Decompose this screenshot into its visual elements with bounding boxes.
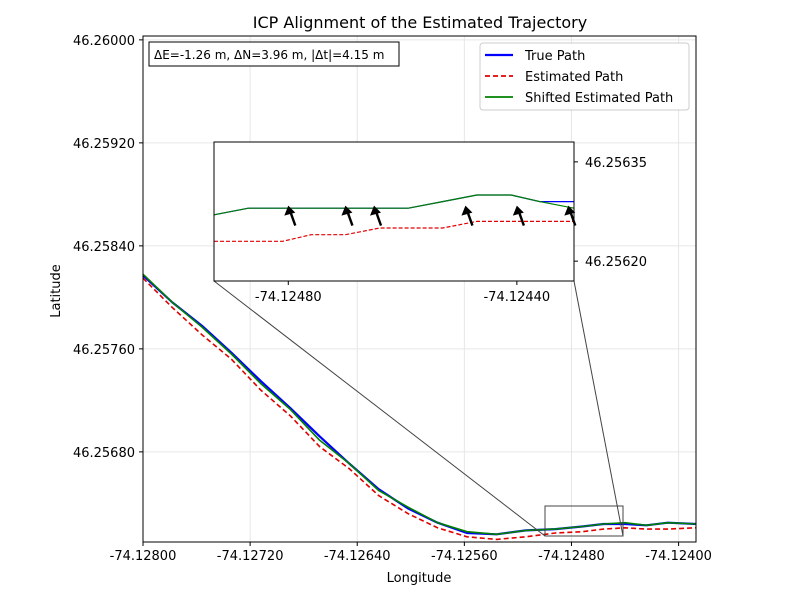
inset-series xyxy=(213,194,575,242)
x-tick-label: -74.12560 xyxy=(431,549,498,564)
inset-frame xyxy=(213,141,575,282)
y-tick-label: 46.25680 xyxy=(73,446,135,461)
inset-arrows xyxy=(284,205,577,226)
x-tick-label: -74.12400 xyxy=(645,549,712,564)
legend: True Path Estimated Path Shifted Estimat… xyxy=(479,42,690,111)
annotation-box: ΔE=-1.26 m, ΔN=3.96 m, |Δt|=4.15 m xyxy=(148,41,400,67)
main-grid xyxy=(142,36,696,542)
shift-arrow-head xyxy=(461,205,473,216)
inset-shifted-line xyxy=(213,194,575,216)
legend-label-shifted: Shifted Estimated Path xyxy=(525,91,673,106)
shift-arrow-shaft xyxy=(289,211,297,226)
legend-label-estimated: Estimated Path xyxy=(525,70,623,85)
y-tick-label: 46.26000 xyxy=(73,34,135,49)
main-axes-frame xyxy=(142,35,697,543)
y-tick-label: 46.25840 xyxy=(73,240,135,255)
main-ticks: -74.12800 -74.12720 -74.12640 -74.12560 -74.… xyxy=(73,34,712,564)
annotation-text: ΔE=-1.26 m, ΔN=3.96 m, |Δt|=4.15 m xyxy=(154,48,384,62)
shift-arrow-head xyxy=(284,205,296,216)
series-line-1 xyxy=(142,277,697,541)
inset-y-tick-label: 46.25635 xyxy=(585,156,647,171)
y-tick-label: 46.25920 xyxy=(73,137,135,152)
shift-arrow-shaft xyxy=(346,211,354,226)
series-line-0 xyxy=(142,274,697,536)
x-tick-label: -74.12480 xyxy=(538,549,605,564)
inset-background xyxy=(214,142,574,281)
inset-x-tick-label: -74.12440 xyxy=(483,290,550,305)
inset-x-tick-label: -74.12480 xyxy=(255,290,322,305)
y-axis-label: Latitude xyxy=(49,264,64,318)
zoom-connector-left xyxy=(213,280,546,537)
legend-frame xyxy=(479,42,690,111)
x-axis-label: Longitude xyxy=(387,571,452,586)
inset-axes: -74.12480 -74.12440 46.25620 46.25635 xyxy=(213,141,647,305)
zoom-connector-right xyxy=(573,280,624,537)
zoom-connector xyxy=(213,280,624,537)
inset-y-tick-label: 46.25620 xyxy=(585,255,647,270)
chart-title: ICP Alignment of the Estimated Trajector… xyxy=(253,13,587,32)
legend-label-true: True Path xyxy=(524,49,585,64)
shift-arrow-head xyxy=(564,205,576,216)
shift-arrow-head xyxy=(370,205,381,216)
zoom-region-box xyxy=(544,505,624,537)
x-tick-label: -74.12800 xyxy=(110,549,177,564)
shift-arrow-head xyxy=(512,205,524,216)
shift-arrow-shaft xyxy=(466,211,474,226)
x-tick-label: -74.12720 xyxy=(217,549,284,564)
inset-ticks: -74.12480 -74.12440 46.25620 46.25635 xyxy=(255,156,647,305)
inset-estimated-line xyxy=(214,220,574,242)
x-tick-label: -74.12640 xyxy=(324,549,391,564)
y-tick-label: 46.25760 xyxy=(73,343,135,358)
shift-arrow-shaft xyxy=(374,211,383,226)
series-line-2 xyxy=(142,273,697,536)
shift-arrow-shaft xyxy=(517,211,525,226)
main-series xyxy=(142,273,697,541)
shift-arrow-head xyxy=(341,205,353,216)
